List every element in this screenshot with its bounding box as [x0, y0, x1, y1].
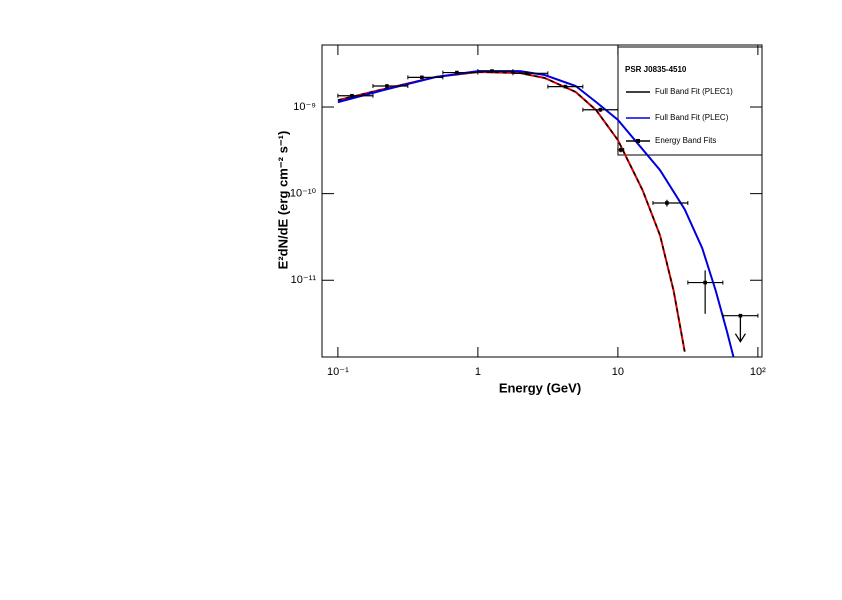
- data-point: [703, 280, 707, 285]
- legend-label: Full Band Fit (PLEC1): [655, 87, 733, 96]
- data-point: [598, 107, 603, 112]
- data-point: [738, 313, 743, 318]
- data-point: [455, 70, 459, 75]
- data-point: [563, 84, 568, 89]
- data-point: [490, 69, 494, 73]
- y-axis-label: E²dN/dE (erg cm⁻² s⁻¹): [275, 131, 290, 270]
- plot-area: [337, 69, 759, 357]
- y-tick-label: 10⁻¹¹: [291, 274, 317, 286]
- x-tick-label: 1: [475, 366, 481, 378]
- legend-marker: [636, 139, 640, 143]
- data-point: [619, 148, 623, 152]
- x-axis-label: Energy (GeV): [499, 380, 581, 395]
- y-tick-label: 10⁻⁹: [293, 101, 316, 113]
- x-tick-label: 10: [612, 366, 624, 378]
- legend-box: [617, 46, 763, 156]
- data-point: [385, 84, 389, 88]
- legend-label: Full Band Fit (PLEC): [655, 113, 729, 122]
- plot-frame: [321, 44, 763, 358]
- data-point: [350, 93, 354, 98]
- legend-title: PSR J0835-4510: [625, 65, 687, 74]
- y-tick-label: 10⁻¹⁰: [290, 188, 317, 200]
- x-tick-label: 10²: [750, 366, 766, 378]
- data-point: [420, 75, 424, 80]
- legend-label: Energy Band Fits: [655, 136, 716, 145]
- data-point: [525, 71, 529, 76]
- data-point: [665, 201, 669, 205]
- x-tick-label: 10⁻¹: [327, 366, 349, 378]
- fit-curve: [337, 70, 735, 357]
- upper-limit-head: [734, 333, 746, 343]
